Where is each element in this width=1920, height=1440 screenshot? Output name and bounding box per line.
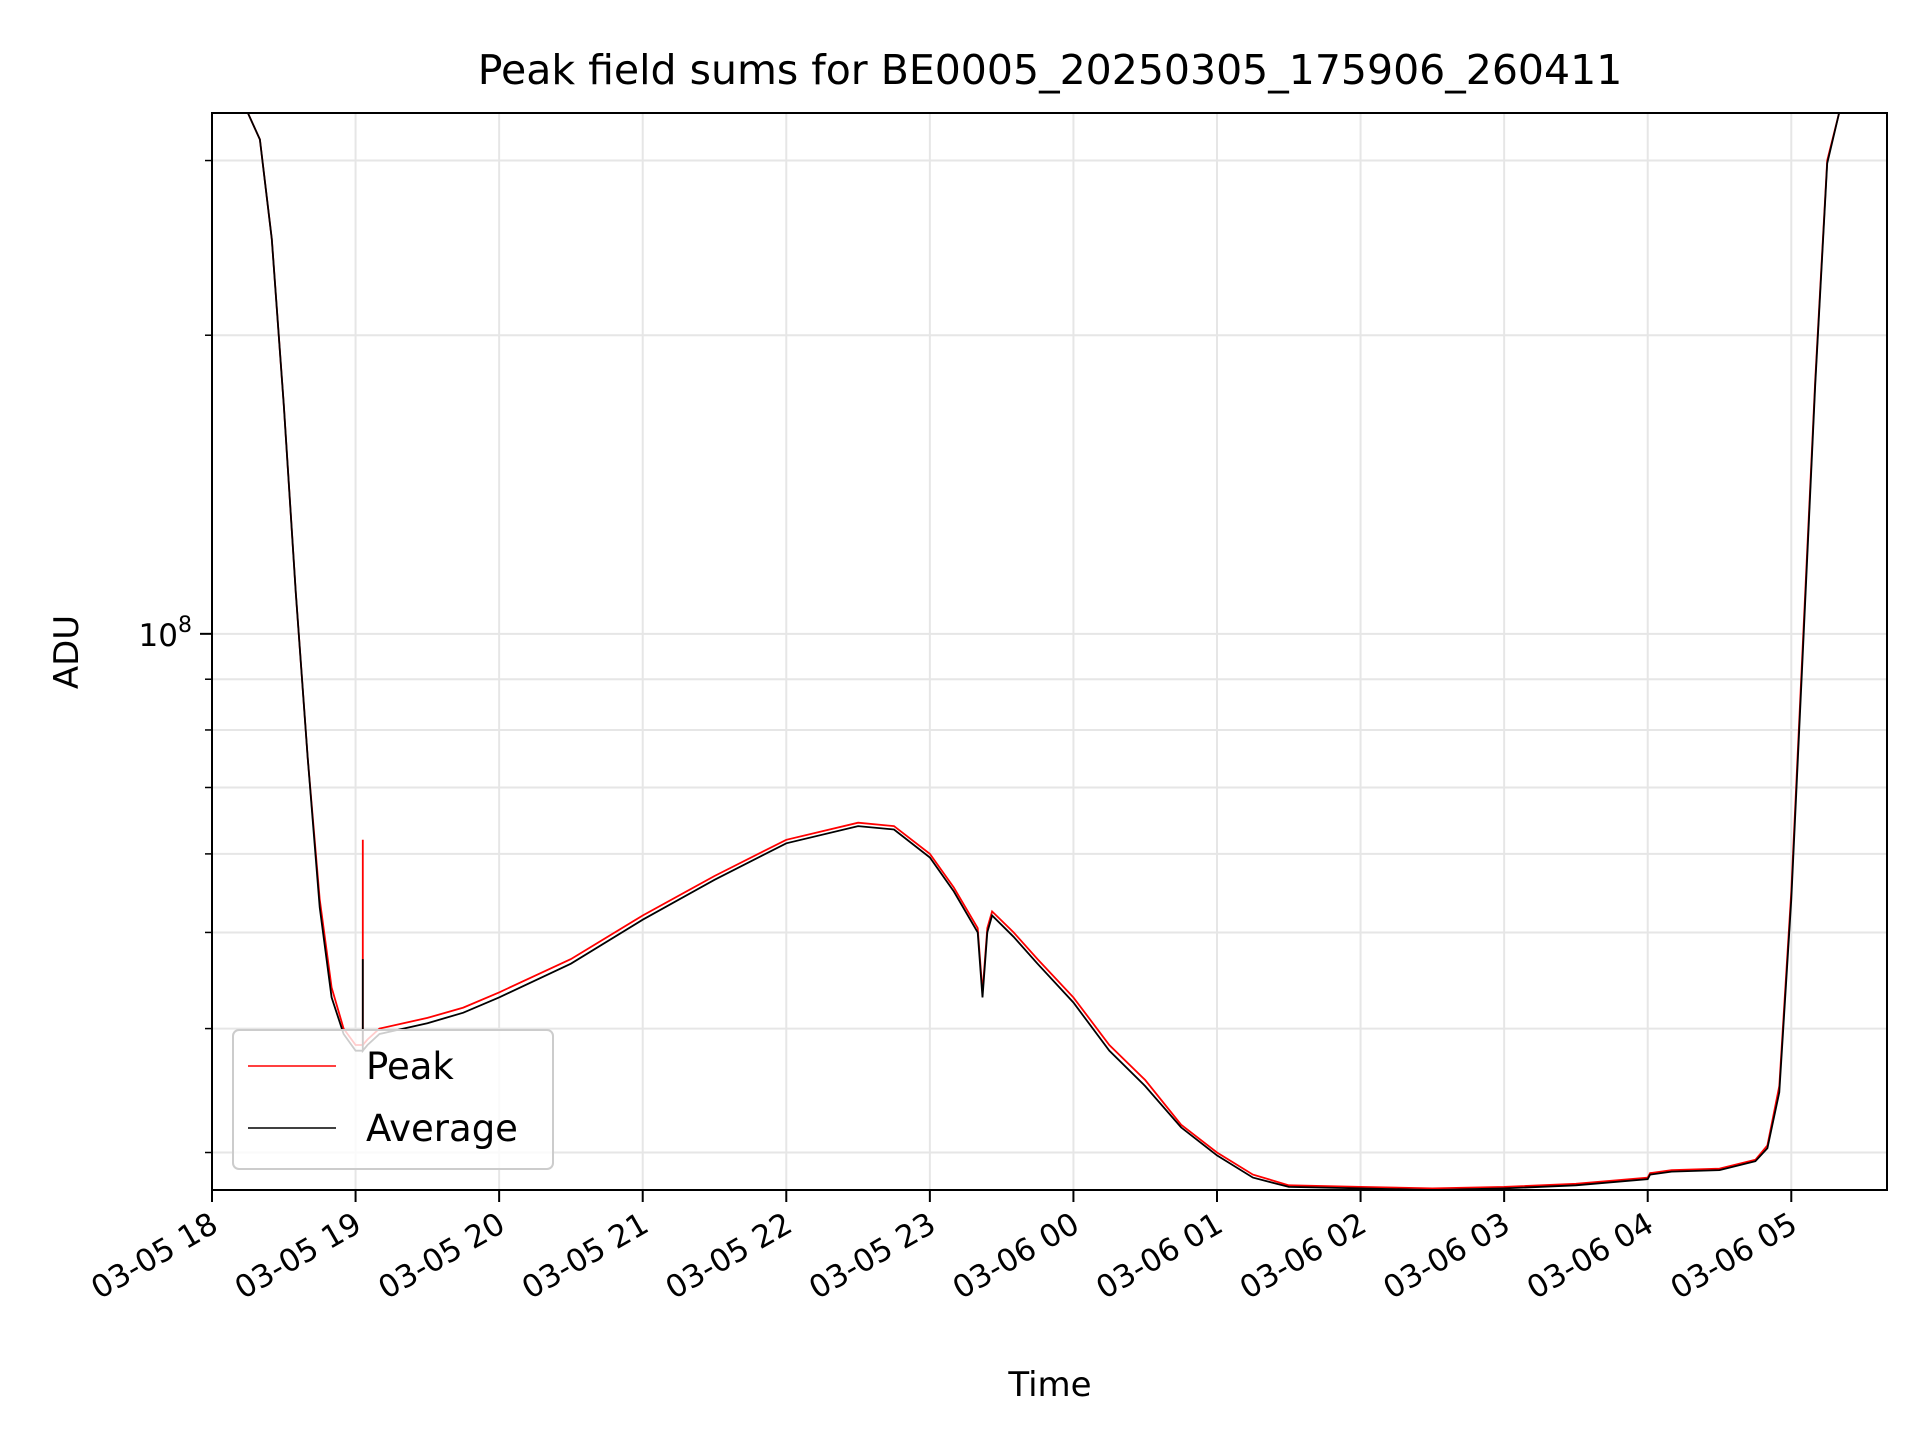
x-axis-label: Time [1007, 1365, 1091, 1405]
x-tick-label: 03-06 05 [1665, 1206, 1804, 1307]
legend: Peak Average [232, 1029, 554, 1170]
x-tick-label: 03-06 01 [1090, 1206, 1229, 1307]
plot-frame [211, 112, 1888, 1191]
series-line-peak [247, 113, 1852, 1190]
legend-label-peak: Peak [366, 1045, 454, 1088]
legend-label-average: Average [366, 1107, 518, 1150]
x-tick-label: 03-06 03 [1377, 1206, 1516, 1307]
x-tick-label: 03-05 19 [229, 1206, 368, 1307]
x-tick-label: 03-06 00 [947, 1206, 1086, 1307]
x-tick-label: 03-05 21 [516, 1206, 655, 1307]
x-tick-label: 03-05 23 [803, 1206, 942, 1307]
x-tick-label: 03-06 04 [1521, 1206, 1660, 1307]
x-tick-label: 03-05 22 [660, 1206, 799, 1307]
legend-box [232, 1029, 554, 1170]
x-tick-label: 03-05 20 [372, 1206, 511, 1307]
y-axis-label: ADU [47, 615, 87, 689]
x-tick-label: 03-06 02 [1234, 1206, 1373, 1307]
chart-title: Peak field sums for BE0005_20250305_1759… [478, 46, 1623, 94]
y-tick-label: 108 [139, 613, 192, 654]
grid [211, 113, 1887, 1190]
x-tick-label: 03-05 18 [85, 1206, 224, 1307]
